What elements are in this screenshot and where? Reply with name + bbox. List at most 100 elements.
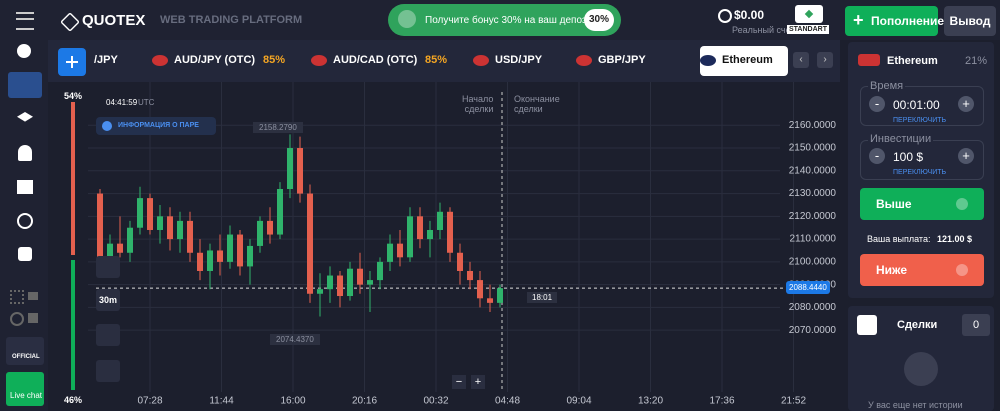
candle-body — [227, 234, 233, 262]
time-switch[interactable]: ПЕРЕКЛЮЧИТЬ — [893, 117, 947, 124]
current-price: 2088.4440 — [786, 281, 830, 295]
asset-name[interactable]: AUD/CAD (OTC) — [333, 54, 418, 66]
add-asset-button[interactable] — [58, 48, 86, 76]
candle-body — [327, 275, 333, 290]
x-tick-label: 20:16 — [352, 396, 377, 407]
asset-name[interactable]: USD/JPY — [495, 54, 543, 66]
zoom-in[interactable]: + — [471, 375, 485, 389]
profile-icon[interactable] — [18, 145, 32, 161]
info-icon — [102, 121, 112, 131]
timeframe[interactable]: 30m — [96, 289, 120, 311]
scroll-left[interactable]: ‹ — [793, 52, 809, 68]
trades-count: 0 — [962, 314, 990, 336]
live-chat-button[interactable] — [6, 372, 44, 406]
timezone: UTC — [138, 98, 155, 107]
draw-tool[interactable] — [96, 256, 120, 278]
trade-end: Окончание сделки — [514, 94, 560, 114]
x-tick-label: 11:44 — [209, 396, 234, 407]
candle-body — [407, 216, 413, 258]
down-icon — [956, 264, 968, 276]
asset-payout: 85% — [425, 54, 448, 66]
clock: 04:41:59 — [106, 98, 138, 107]
y-tick-label: 2070.0000 — [789, 325, 837, 336]
y-tick-label: 2140.0000 — [789, 165, 837, 176]
asset-flag — [576, 55, 592, 66]
invest-label: Инвестиции — [868, 133, 934, 145]
official-badge[interactable] — [6, 337, 44, 365]
up-button[interactable]: Выше — [860, 188, 984, 220]
asset-name[interactable]: AUD/JPY (OTC) — [174, 54, 256, 66]
candle-body — [417, 216, 423, 240]
y-tick-label: 2160.0000 — [789, 120, 837, 131]
invest-minus[interactable]: - — [869, 148, 885, 164]
chart-nav-active[interactable] — [8, 72, 42, 98]
candle-body — [447, 211, 453, 253]
candle-body — [127, 227, 133, 253]
logout-icon[interactable] — [28, 292, 38, 300]
collapse-button[interactable] — [857, 315, 877, 335]
candle-body — [317, 289, 323, 294]
payout-value: 121.00 $ — [937, 234, 973, 244]
live-chat-label: Live chat — [10, 391, 43, 400]
candle-body — [347, 268, 353, 297]
asset-name[interactable]: /JPY — [94, 54, 118, 66]
menu-icon[interactable] — [16, 12, 34, 30]
x-tick-label: 17:36 — [709, 396, 734, 407]
balance[interactable]: $0.00 — [734, 8, 765, 22]
coins-icon[interactable] — [18, 247, 32, 261]
trade-start: Начало сделки — [462, 94, 494, 114]
candle-body — [497, 288, 503, 303]
sound-icon[interactable] — [28, 313, 38, 323]
x-tick-label: 13:20 — [638, 396, 663, 407]
time-label: Время — [868, 80, 906, 92]
invest-plus[interactable]: + — [958, 148, 974, 164]
time-minus[interactable]: - — [869, 96, 885, 112]
candle-body — [437, 211, 443, 230]
indicator-tool[interactable] — [96, 360, 120, 382]
fullscreen-icon[interactable] — [10, 290, 24, 304]
time-plus[interactable]: + — [958, 96, 974, 112]
scroll-right[interactable]: › — [817, 52, 833, 68]
signals-icon[interactable] — [17, 213, 33, 229]
withdraw-button[interactable]: Вывод — [944, 6, 996, 36]
candle-body — [267, 220, 273, 235]
promo-badge: 30% — [584, 9, 614, 31]
sell-bar — [71, 102, 75, 255]
candle-body — [457, 252, 463, 271]
tier-icon — [795, 5, 823, 23]
market-icon[interactable] — [17, 180, 33, 194]
candle-body — [357, 268, 363, 285]
empty-icon — [904, 352, 938, 386]
candle-body — [157, 216, 163, 230]
account-icon — [718, 9, 732, 23]
promo-banner[interactable] — [388, 4, 621, 36]
candle-body — [337, 275, 343, 297]
chart-type-tool[interactable] — [96, 324, 120, 346]
candle-body — [397, 243, 403, 258]
deposit-button[interactable]: Пополнение — [845, 6, 944, 36]
y-tick-label: 2130.0000 — [789, 188, 837, 199]
buy-bar — [71, 260, 75, 390]
tier: STANDART — [787, 25, 829, 34]
y-tick-label: 2100.0000 — [789, 257, 837, 268]
asset-name[interactable]: Ethereum — [722, 54, 773, 66]
help-icon[interactable] — [17, 44, 31, 58]
plus-icon: + — [853, 10, 864, 30]
candle-body — [187, 220, 193, 253]
education-icon[interactable] — [17, 112, 33, 122]
empty-text: У вас еще нет истории — [868, 400, 963, 410]
asset-name[interactable]: GBP/JPY — [598, 54, 646, 66]
zoom-out[interactable]: − — [452, 375, 466, 389]
x-tick-label: 07:28 — [137, 396, 162, 407]
time-field[interactable] — [860, 86, 984, 126]
time-value: 00:01:00 — [893, 98, 940, 112]
down-button[interactable]: Ниже — [860, 254, 984, 286]
pair-info[interactable]: ИНФОРМАЦИЯ О ПАРЕ — [96, 117, 216, 135]
candle-body — [137, 198, 143, 228]
x-tick-label: 21:52 — [781, 396, 806, 407]
candle-body — [287, 148, 293, 190]
candle-body — [467, 270, 473, 281]
settings-icon[interactable] — [10, 312, 24, 326]
invest-switch[interactable]: ПЕРЕКЛЮЧИТЬ — [893, 169, 947, 176]
